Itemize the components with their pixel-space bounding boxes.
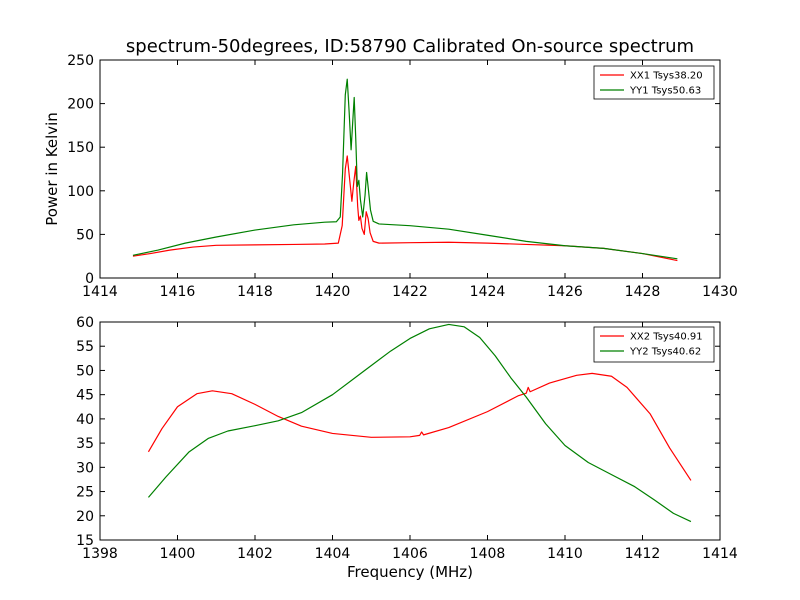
y-tick-label: 200 [67,97,94,113]
x-tick-label: 1418 [237,284,273,300]
series-line-1-2 [132,78,678,260]
x-tick-label: 1402 [237,546,273,562]
y-tick-label: 45 [76,388,94,404]
x-tick-label: 1408 [470,546,506,562]
series-line-1-1 [132,155,678,262]
y-tick-label: 0 [85,271,94,287]
y-tick-label: 35 [76,436,94,452]
x-tick-label: 1426 [547,284,583,300]
x-axis-label: Frequency (MHz) [347,563,473,581]
x-tick-label: 1424 [470,284,506,300]
y-tick-label: 55 [76,339,94,355]
series-line-2-2 [147,323,692,523]
legend-label: YY2 Tsys40.62 [629,347,701,358]
y-tick-label: 50 [76,227,94,243]
plot-panel-2: 1398 1400 1402 1404 1406 1408 1410 1412 1414 15 20… [76,315,738,562]
legend-label: YY1 Tsys50.63 [629,86,701,97]
legend-box [593,326,715,363]
x-tick-label: 1422 [392,284,428,300]
y-tick-label: 20 [76,509,94,525]
y-tick-label: 50 [76,363,94,379]
y-tick-label: 150 [67,140,94,156]
legend-2: XX2 Tsys40.91 YY2 Tsys40.62 [593,326,715,363]
y-tick-label: 25 [76,485,94,501]
y-tick-label: 40 [76,412,94,428]
y-tick-label: 30 [76,460,94,476]
y-tick-label: 15 [76,533,94,549]
legend-label: XX1 Tsys38.20 [630,71,703,82]
x-tick-label: 1420 [315,284,351,300]
x-tick-label: 1398 [82,546,118,562]
subplots: 1414 1416 1418 1420 1422 1424 1426 1428 14300501… [67,53,738,562]
legend-label: XX2 Tsys40.91 [630,332,703,343]
x-tick-label: 1404 [315,546,351,562]
x-tick-label: 1410 [547,546,583,562]
plot-panel-1: 1414 1416 1418 1420 1422 1424 1426 1428 1430 0 50 1… [67,53,738,300]
x-tick-label: 1412 [625,546,661,562]
x-tick-label: 1430 [702,284,738,300]
y-tick-label: 250 [67,53,94,69]
legend-box [593,65,715,100]
x-tick-label: 1414 [702,546,738,562]
y-tick-label: 60 [76,315,94,331]
x-tick-label: 1416 [160,284,196,300]
y-tick-label: 100 [67,184,94,200]
series-line-2-1 [147,372,692,481]
y-axis-label: Power in Kelvin [43,112,61,226]
x-tick-label: 1406 [392,546,428,562]
legend-1: XX1 Tsys38.20 YY1 Tsys50.63 [593,65,715,100]
x-tick-label: 1400 [160,546,196,562]
x-tick-label: 1428 [625,284,661,300]
x-tick-label: 1414 [82,284,118,300]
chart-title: spectrum-50degrees, ID:58790 Calibrated … [126,36,694,57]
